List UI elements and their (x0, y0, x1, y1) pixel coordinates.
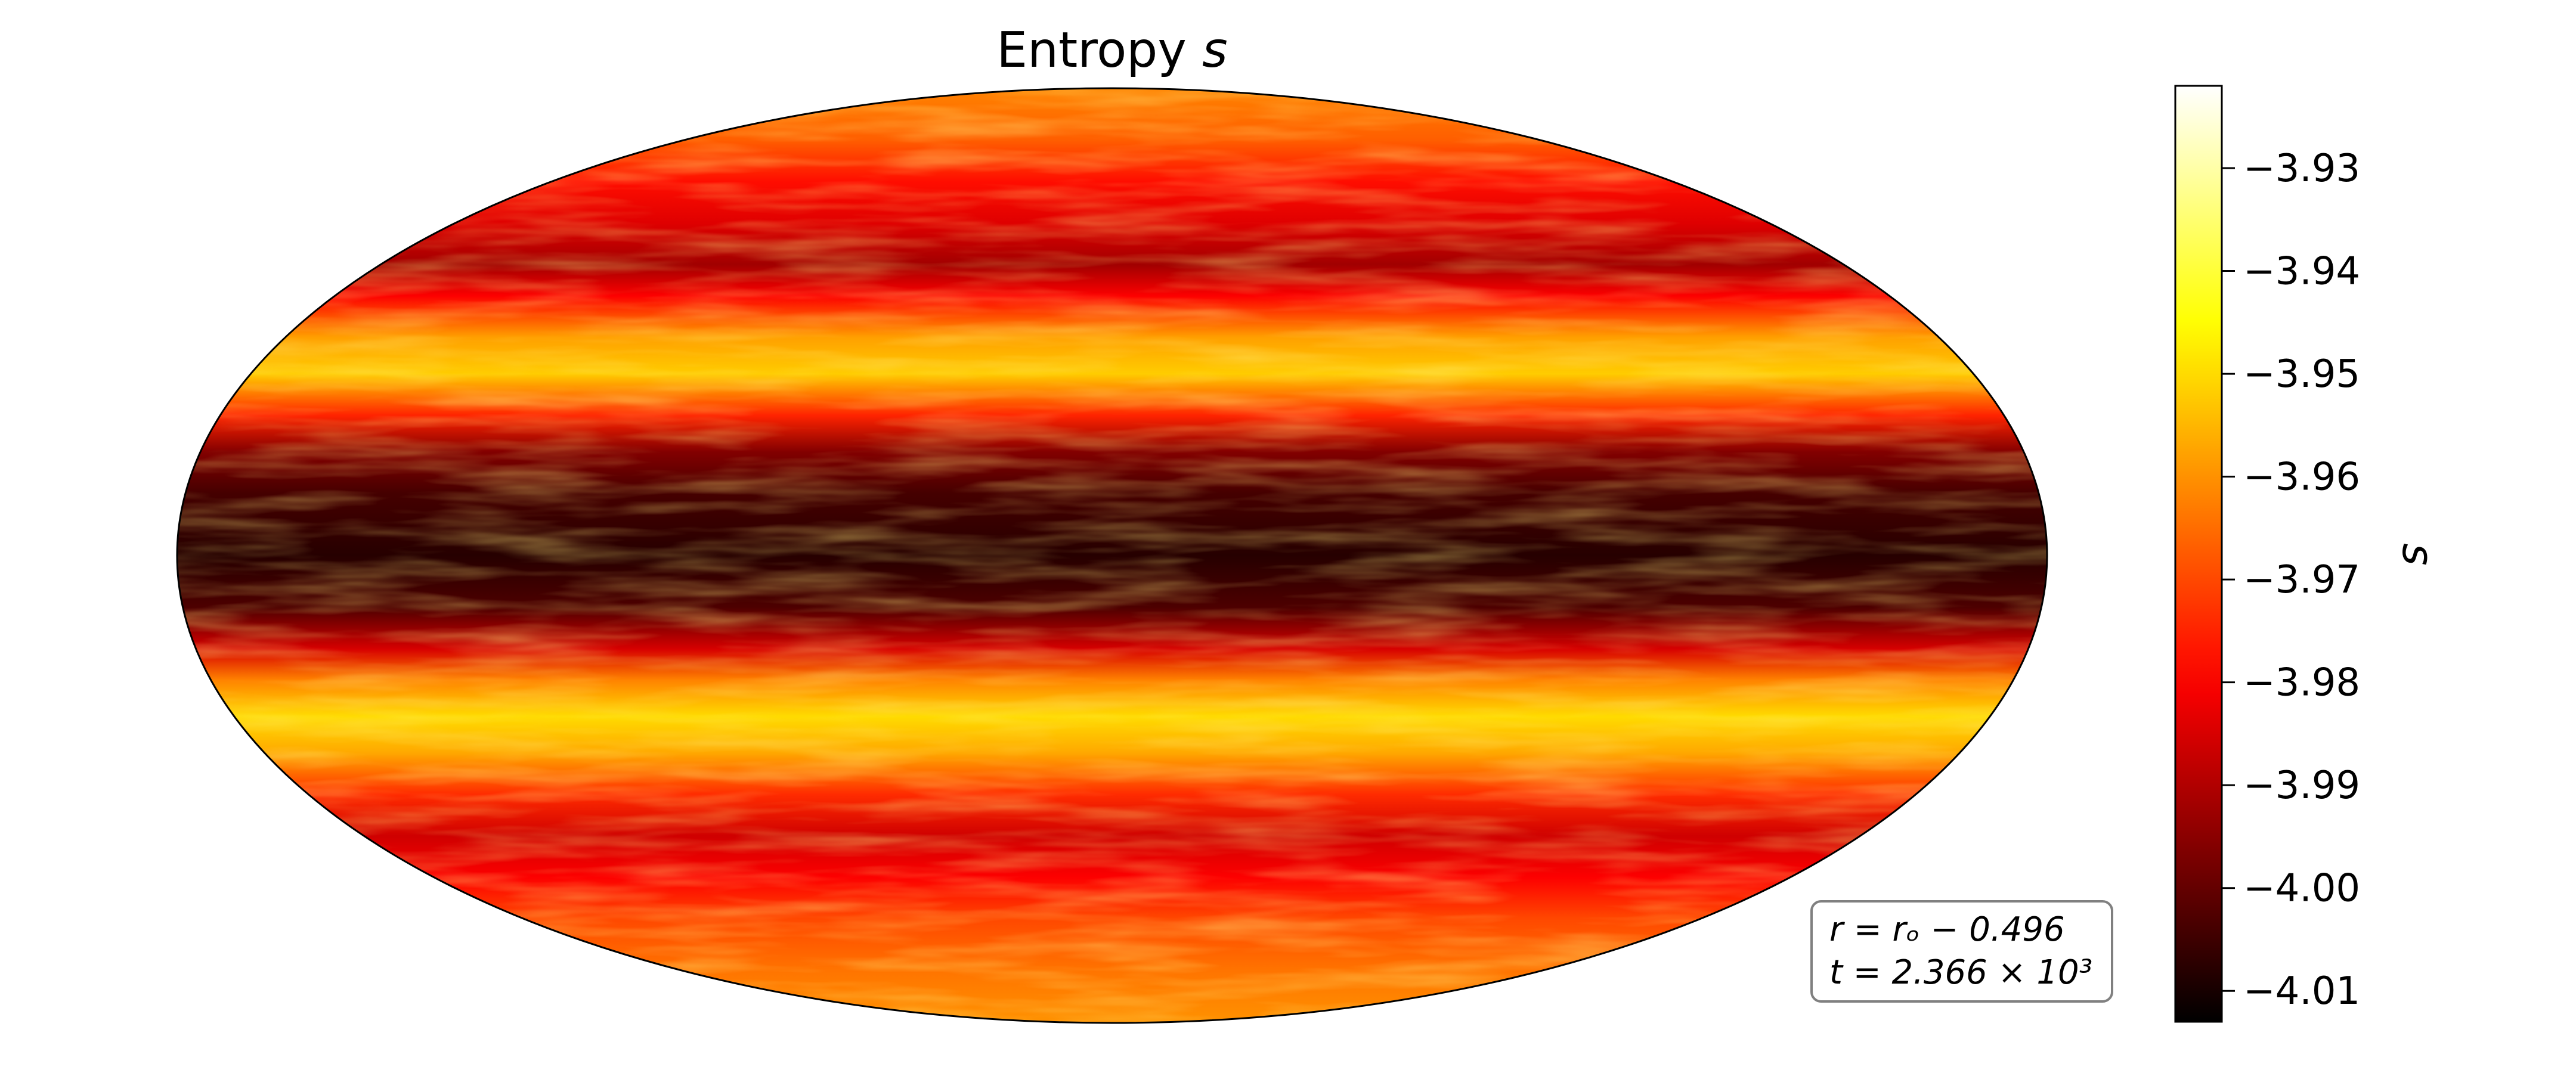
colorbar-tick-label: −4.00 (2243, 867, 2360, 911)
colorbar-label: s (2393, 543, 2443, 566)
colorbar-tick-label: −4.01 (2243, 969, 2360, 1013)
colorbar-tick-label: −3.96 (2243, 455, 2360, 500)
colorbar-ticks: −3.93 −3.94 −3.95 −3.96 −3.97 −3.98 −3.99 −4.00… (2222, 147, 2360, 1013)
colorbar-tick-label: −3.93 (2243, 147, 2360, 191)
mollweide-map (177, 88, 2047, 1023)
annotation-radius: r = rₒ − 0.496 (1829, 910, 2065, 949)
annotation-time: t = 2.366 × 10³ (1829, 953, 2092, 992)
annotation-box: r = rₒ − 0.496 t = 2.366 × 10³ (1810, 900, 2113, 1003)
turbulence-texture (177, 88, 2047, 1023)
colorbar-tick-label: −3.99 (2243, 764, 2360, 808)
colorbar-tick-label: −3.97 (2243, 558, 2360, 602)
annotation-frame (1810, 900, 2113, 1003)
colorbar: −3.93 −3.94 −3.95 −3.96 −3.97 −3.98 −3.99 −4.00… (2174, 85, 2443, 1023)
colorbar-tick-label: −3.98 (2243, 661, 2360, 705)
colorbar-tick-label: −3.95 (2243, 352, 2360, 396)
map-outline (176, 87, 2048, 1024)
colorbar-gradient-bar (2174, 85, 2223, 1023)
colorbar-tick-label: −3.94 (2243, 250, 2360, 294)
chart-title: Entropy s (996, 22, 1227, 79)
